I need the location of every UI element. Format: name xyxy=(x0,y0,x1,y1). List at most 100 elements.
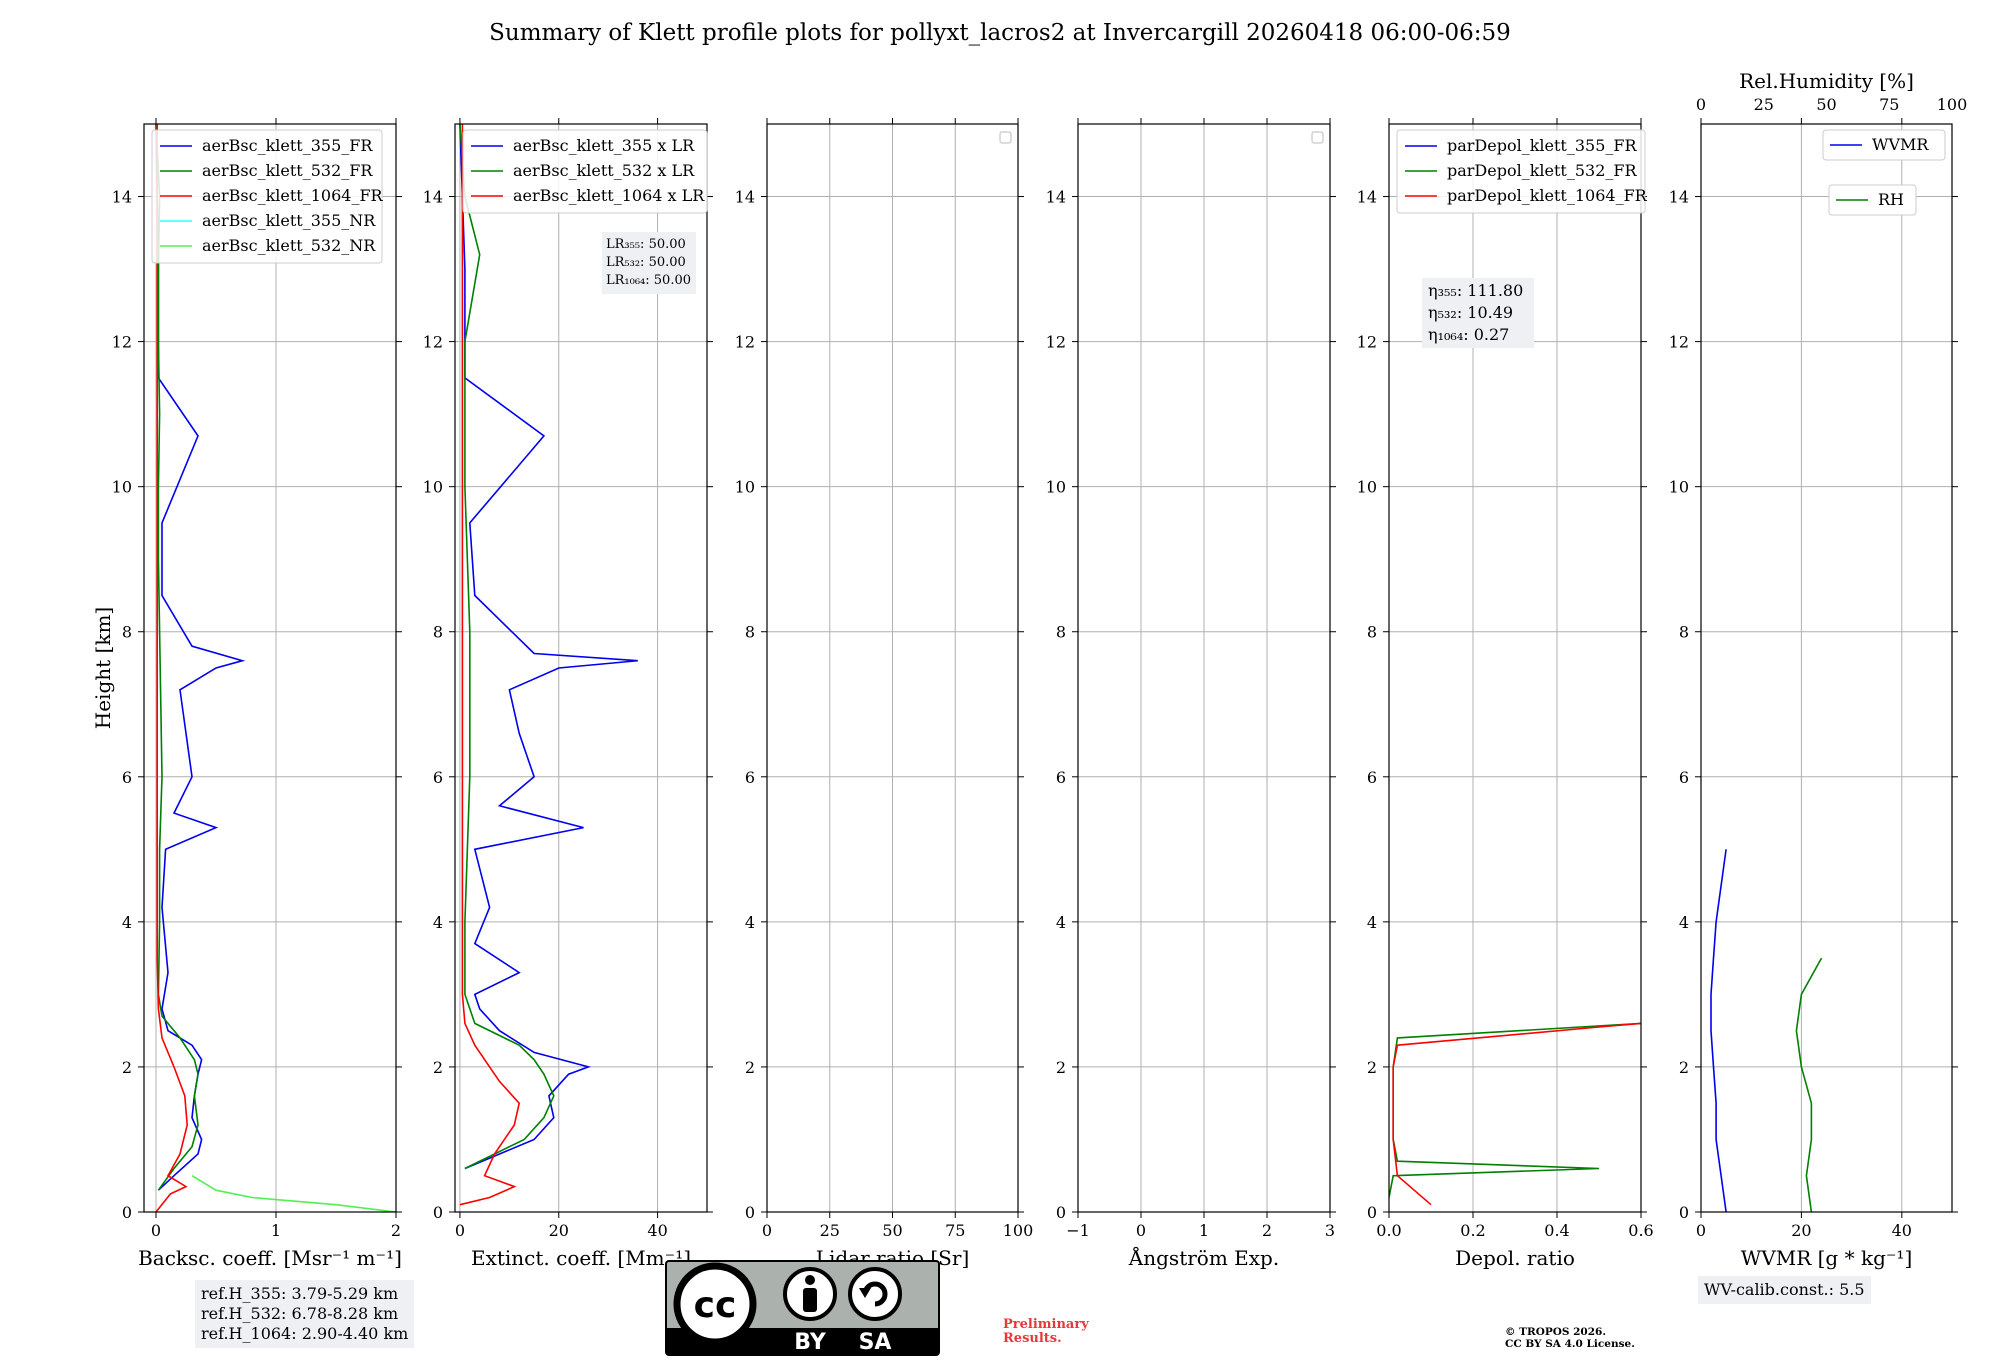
x-tick-lidarratio: 25 xyxy=(820,1221,840,1240)
panel-depol: 0.0 0.2 0.4 0.6 0 2 4 6 8 10 12 14 Depol. ratio parDe… xyxy=(1357,118,1654,1270)
y-tick-wvmr: 2 xyxy=(1679,1058,1689,1077)
y-tick-lidarratio: 8 xyxy=(745,623,755,642)
legend-backscatter xyxy=(151,129,383,264)
y-tick-angstrom: 2 xyxy=(1056,1058,1066,1077)
cc-sa-label: SA xyxy=(859,1330,892,1355)
legend-entry-backscatter: aerBsc_klett_355_FR xyxy=(202,136,373,155)
y-tick-depol: 10 xyxy=(1357,478,1377,497)
x-tick-wvmr: 40 xyxy=(1892,1221,1912,1240)
y-tick-wvmr: 6 xyxy=(1679,768,1689,787)
legend-entry-depol: parDepol_klett_1064_FR xyxy=(1447,186,1648,205)
x-tick-extinction: 0 xyxy=(455,1221,465,1240)
x-axis-label-wvmr: WVMR [g * kg⁻¹] xyxy=(1741,1246,1913,1270)
x-tick-backscatter: 1 xyxy=(271,1221,281,1240)
y-tick-wvmr: 4 xyxy=(1679,913,1689,932)
y-tick-angstrom: 8 xyxy=(1056,623,1066,642)
legend-entry-backscatter: aerBsc_klett_355_NR xyxy=(202,211,376,230)
y-tick-backscatter: 2 xyxy=(122,1058,132,1077)
x-tick-extinction: 40 xyxy=(647,1221,667,1240)
y-tick-angstrom: 0 xyxy=(1056,1203,1066,1222)
ref-height-1064: ref.H_1064: 2.90-4.40 km xyxy=(201,1324,409,1343)
legend-entry-extinction: aerBsc_klett_355 x LR xyxy=(513,136,695,155)
x-tick-angstrom: 3 xyxy=(1325,1221,1335,1240)
y-tick-backscatter: 8 xyxy=(122,623,132,642)
series-aerBsc_klett_532_FR xyxy=(155,124,199,1191)
legend-entry-wvmr: WVMR xyxy=(1872,135,1929,154)
x-tick-wvmr: 20 xyxy=(1791,1221,1811,1240)
top-tick-rh: 75 xyxy=(1879,95,1899,114)
y-tick-depol: 14 xyxy=(1357,188,1377,207)
x-tick-wvmr: 0 xyxy=(1696,1221,1706,1240)
series-aerBsc_klett_1064_FR xyxy=(155,124,189,1212)
series-aerBsc_klett_355 x LR xyxy=(459,124,638,1170)
y-tick-extinction: 4 xyxy=(433,913,443,932)
legend-entry-depol: parDepol_klett_532_FR xyxy=(1447,161,1638,180)
y-tick-depol: 2 xyxy=(1367,1058,1377,1077)
series-aerBsc_klett_355_FR xyxy=(155,124,246,1191)
series-parDepol_klett_532_FR xyxy=(1389,1022,1641,1198)
x-tick-lidarratio: 0 xyxy=(762,1221,772,1240)
axes-frame-extinction xyxy=(454,123,708,1213)
top-tick-rh: 50 xyxy=(1816,95,1836,114)
lr-value: LR₁₀₆₄: 50.00 xyxy=(606,273,691,288)
eta-value: η₁₀₆₄: 0.27 xyxy=(1428,325,1509,344)
legend-depol xyxy=(1396,129,1646,214)
y-tick-extinction: 6 xyxy=(433,768,443,787)
y-tick-wvmr: 8 xyxy=(1679,623,1689,642)
lr-value: LR₅₃₂: 50.00 xyxy=(606,255,686,270)
legend-rh xyxy=(1828,184,1917,216)
x-tick-angstrom: 0 xyxy=(1136,1221,1146,1240)
legend-entry-backscatter: aerBsc_klett_1064_FR xyxy=(202,186,384,205)
x-tick-depol: 0.2 xyxy=(1460,1221,1485,1240)
y-tick-angstrom: 14 xyxy=(1046,188,1066,207)
copyright-note: © TROPOS 2026. CC BY SA 4.0 License. xyxy=(1505,1326,1705,1350)
legend-extinction xyxy=(462,129,708,214)
y-tick-lidarratio: 10 xyxy=(735,478,755,497)
preliminary-line-1: Preliminary xyxy=(1003,1317,1089,1332)
cc-logo-text: cc xyxy=(694,1285,737,1326)
lr-value: LR₃₅₅: 50.00 xyxy=(606,237,686,252)
y-tick-depol: 12 xyxy=(1357,333,1377,352)
x-tick-angstrom: −1 xyxy=(1066,1221,1090,1240)
top-tick-rh: 100 xyxy=(1937,95,1968,114)
x-tick-lidarratio: 75 xyxy=(945,1221,965,1240)
x-tick-angstrom: 2 xyxy=(1262,1221,1272,1240)
cc-by-label: BY xyxy=(794,1330,827,1355)
legend-entry-depol: parDepol_klett_355_FR xyxy=(1447,136,1638,155)
preliminary-line-2: Results. xyxy=(1003,1331,1062,1346)
x-tick-backscatter: 0 xyxy=(151,1221,161,1240)
ref-height-355: ref.H_355: 3.79-5.29 km xyxy=(201,1284,399,1303)
top-tick-rh: 25 xyxy=(1754,95,1774,114)
y-tick-wvmr: 10 xyxy=(1669,478,1689,497)
eta-value: η₃₅₅: 111.80 xyxy=(1428,281,1523,300)
panel-extinction: 0 20 40 0 2 4 6 8 10 12 14 Extinct. coeff. [Mm⁻¹] ae… xyxy=(423,118,713,1270)
series-aerBsc_klett_1064 x LR xyxy=(459,124,521,1206)
y-tick-wvmr: 0 xyxy=(1679,1203,1689,1222)
y-tick-extinction: 0 xyxy=(433,1203,443,1222)
legend-entry-extinction: aerBsc_klett_532 x LR xyxy=(513,161,695,180)
top-axis-label-rh: Rel.Humidity [%] xyxy=(1739,69,1914,93)
y-tick-depol: 4 xyxy=(1367,913,1377,932)
legend-wvmr xyxy=(1822,129,1946,161)
y-tick-angstrom: 6 xyxy=(1056,768,1066,787)
y-tick-backscatter: 6 xyxy=(122,768,132,787)
y-tick-extinction: 10 xyxy=(423,478,443,497)
y-tick-lidarratio: 12 xyxy=(735,333,755,352)
x-tick-depol: 0.4 xyxy=(1544,1221,1569,1240)
lr-box xyxy=(602,232,696,294)
y-tick-lidarratio: 6 xyxy=(745,768,755,787)
y-tick-depol: 6 xyxy=(1367,768,1377,787)
legend-entry-extinction: aerBsc_klett_1064 x LR xyxy=(513,186,705,205)
y-tick-backscatter: 10 xyxy=(112,478,132,497)
x-axis-label-angstrom: Ångström Exp. xyxy=(1128,1245,1279,1270)
legend-entry-backscatter: aerBsc_klett_532_NR xyxy=(202,236,376,255)
x-tick-backscatter: 2 xyxy=(391,1221,401,1240)
eta-box xyxy=(1422,278,1534,348)
legend-entry-rh: RH xyxy=(1878,190,1904,209)
reference-height-box: ref.H_355: 3.79-5.29 km ref.H_532: 6.78-… xyxy=(195,1280,415,1348)
series-WVMR xyxy=(1710,849,1727,1212)
legend-entry-backscatter: aerBsc_klett_532_FR xyxy=(202,161,373,180)
